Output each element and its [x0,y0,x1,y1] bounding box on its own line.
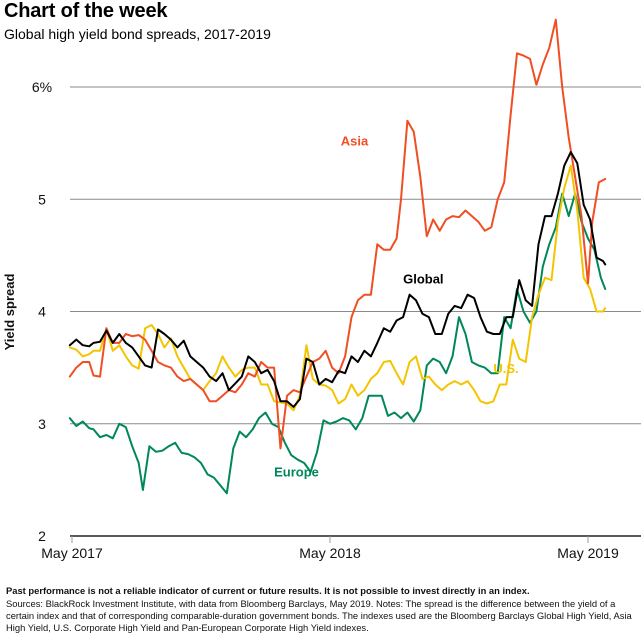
chart-title: Chart of the week [4,0,168,22]
y-tick-label: 3 [38,416,46,432]
y-tick-label: 4 [38,304,46,320]
y-axis-ticks: 6% 5 4 3 2 [32,79,52,544]
y-tick-label: 5 [38,191,46,207]
x-tick-label: May 2017 [41,545,103,561]
series-label-asia: Asia [341,133,369,148]
line-chart: 6% 5 4 3 2 May 2017 May 2018 May 2019 Yield sp… [2,18,641,561]
disclaimer: Past performance is not a reliable indic… [6,585,530,596]
series-line-europe [68,192,607,495]
source-notes: Sources: BlackRock Investment Institute,… [6,598,632,633]
x-axis: May 2017 May 2018 May 2019 [41,536,619,561]
x-tick-label: May 2019 [557,545,619,561]
chart-subtitle: Global high yield bond spreads, 2017-201… [4,26,271,42]
series-line-global [68,151,607,408]
y-axis-label: Yield spread [2,274,17,351]
series-labels: Asia Global U.S. Europe [274,133,519,479]
y-tick-label: 6% [32,79,52,95]
series-label-global: Global [403,271,443,286]
x-tick-label: May 2018 [299,545,361,561]
series-line-asia [68,18,607,450]
y-tick-label: 2 [38,528,46,544]
series-label-europe: Europe [274,465,319,480]
gridlines [70,86,641,537]
series-label-us: U.S. [493,361,518,376]
series-lines [68,18,607,495]
